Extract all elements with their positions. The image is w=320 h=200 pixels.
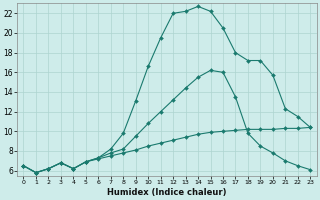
X-axis label: Humidex (Indice chaleur): Humidex (Indice chaleur) (107, 188, 227, 197)
